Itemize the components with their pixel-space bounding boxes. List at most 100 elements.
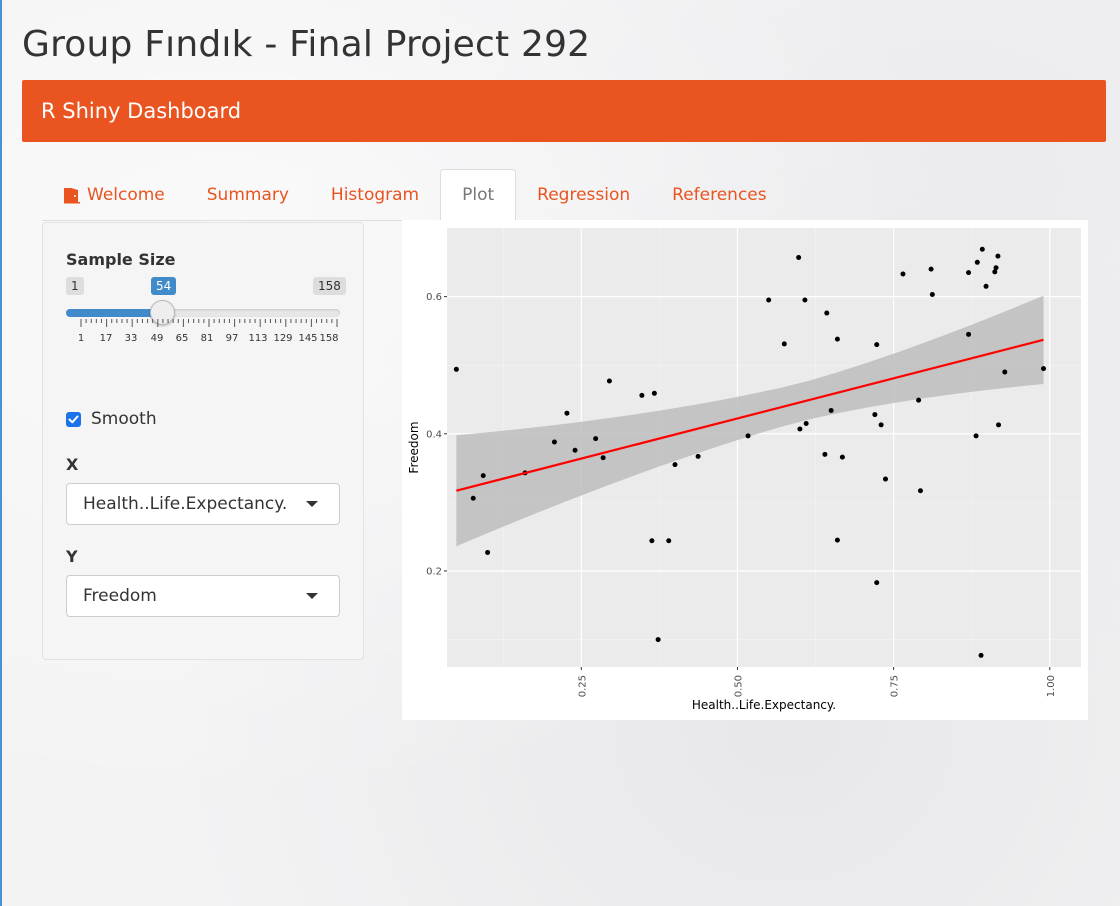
slider-fill <box>66 309 162 317</box>
scatter-point <box>551 439 557 445</box>
scatter-point <box>666 538 672 544</box>
navbar: R Shiny Dashboard <box>22 80 1106 142</box>
smooth-checkbox-label: Smooth <box>91 409 157 429</box>
scatter-point <box>802 297 808 303</box>
chevron-down-icon <box>306 501 318 507</box>
x-variable-select[interactable]: Health..Life.Expectancy. <box>66 483 340 525</box>
slider-track[interactable] <box>66 309 340 317</box>
scatter-point <box>834 336 840 342</box>
scatter-point <box>992 269 998 275</box>
scatter-point <box>485 549 491 555</box>
scatter-plot: 0.25 0.50 0.75 1.00 0.2 0.4 0.6 Health..Life.Ex… <box>407 228 1081 712</box>
scatter-point <box>672 462 678 468</box>
tab-bar: Welcome Summary Histogram Plot Regressio… <box>42 168 1087 221</box>
slider-tick-label: 113 <box>248 333 268 344</box>
checkmark-icon <box>68 415 79 423</box>
y-axis-label: Freedom <box>407 421 421 473</box>
scatter-point <box>973 433 979 439</box>
door-open-icon <box>63 186 81 204</box>
x-tick-label: 0.50 <box>733 675 744 697</box>
scatter-point <box>900 271 906 277</box>
tab-regression-label: Regression <box>537 184 631 205</box>
slider-ticks <box>80 319 338 327</box>
tab-summary[interactable]: Summary <box>186 169 310 220</box>
tab-references[interactable]: References <box>651 169 787 220</box>
scatter-point <box>781 341 787 347</box>
scatter-point <box>695 453 701 459</box>
scatter-point <box>929 292 935 298</box>
slider-tick-label: 158 <box>319 333 339 344</box>
slider-tick-label: 129 <box>273 333 293 344</box>
scatter-point <box>878 422 884 428</box>
scatter-point <box>928 266 934 272</box>
scatter-point <box>1041 366 1047 372</box>
x-tick-label: 0.25 <box>577 675 588 697</box>
y-tick-label: 0.2 <box>426 566 442 577</box>
page-title: Group Fındık - Final Project 292 <box>22 24 591 65</box>
x-variable-value: Health..Life.Expectancy. <box>83 494 288 514</box>
plot-output: 0.25 0.50 0.75 1.00 0.2 0.4 0.6 Health..Life.Ex… <box>402 220 1088 720</box>
scatter-point <box>453 366 459 372</box>
tab-summary-label: Summary <box>206 184 289 205</box>
scatter-point <box>655 637 661 643</box>
scatter-point <box>834 537 840 543</box>
slider-max-badge: 158 <box>313 277 346 295</box>
slider-tick-label: 17 <box>99 333 113 344</box>
scatter-point <box>766 297 772 303</box>
scatter-point <box>649 538 655 544</box>
scatter-point <box>572 447 578 453</box>
scatter-point <box>1002 369 1008 375</box>
tab-welcome-label: Welcome <box>87 184 165 205</box>
scatter-point <box>966 270 972 276</box>
scatter-point <box>593 436 599 442</box>
scatter-point <box>639 392 645 398</box>
scatter-point <box>803 420 809 426</box>
chevron-down-icon <box>306 593 318 599</box>
sample-size-label: Sample Size <box>66 250 176 269</box>
slider-tick-label: 145 <box>298 333 318 344</box>
scatter-point <box>996 422 1002 428</box>
slider-tick-label: 1 <box>77 333 85 344</box>
x-axis-label: Health..Life.Expectancy. <box>692 698 836 712</box>
sidebar-panel: Sample Size 1 54 158 1 17 33 49 65 81 97… <box>42 222 364 660</box>
scatter-point <box>797 426 803 432</box>
scatter-point <box>651 390 657 396</box>
scatter-point <box>745 433 751 439</box>
y-tick-label: 0.4 <box>426 429 442 440</box>
scatter-point <box>828 407 834 413</box>
tab-plot-label: Plot <box>462 185 495 205</box>
navbar-brand[interactable]: R Shiny Dashboard <box>41 99 242 123</box>
scatter-point <box>979 246 985 252</box>
x-select-label: X <box>66 455 79 474</box>
y-variable-select[interactable]: Freedom <box>66 575 340 617</box>
tab-histogram-label: Histogram <box>330 184 420 205</box>
smooth-checkbox-row[interactable]: Smooth <box>66 409 157 429</box>
y-select-label: Y <box>66 547 78 566</box>
scatter-point <box>470 495 476 501</box>
scatter-point <box>606 378 612 384</box>
slider-tick-label: 97 <box>225 333 239 344</box>
x-tick-label: 1.00 <box>1046 675 1057 697</box>
scatter-point <box>966 331 972 337</box>
scatter-point <box>600 455 606 461</box>
tab-regression[interactable]: Regression <box>516 169 651 220</box>
tab-plot[interactable]: Plot <box>440 169 517 221</box>
slider-tick-label: 65 <box>175 333 189 344</box>
slider-tick-label: 49 <box>150 333 164 344</box>
slider-tick-label: 81 <box>200 333 214 344</box>
scatter-point <box>993 265 999 271</box>
smooth-checkbox[interactable] <box>66 411 81 427</box>
scatter-point <box>983 283 989 289</box>
tab-welcome[interactable]: Welcome <box>42 169 186 220</box>
y-tick-label: 0.6 <box>426 292 442 303</box>
slider-min-badge: 1 <box>66 277 84 295</box>
tab-histogram[interactable]: Histogram <box>310 169 440 220</box>
tab-references-label: References <box>672 184 767 205</box>
scatter-point <box>480 473 486 479</box>
scatter-point <box>796 254 802 260</box>
scatter-point <box>882 476 888 482</box>
scatter-point <box>995 253 1001 259</box>
scatter-point <box>874 342 880 348</box>
regression-line <box>456 338 1044 492</box>
scatter-point <box>917 488 923 494</box>
